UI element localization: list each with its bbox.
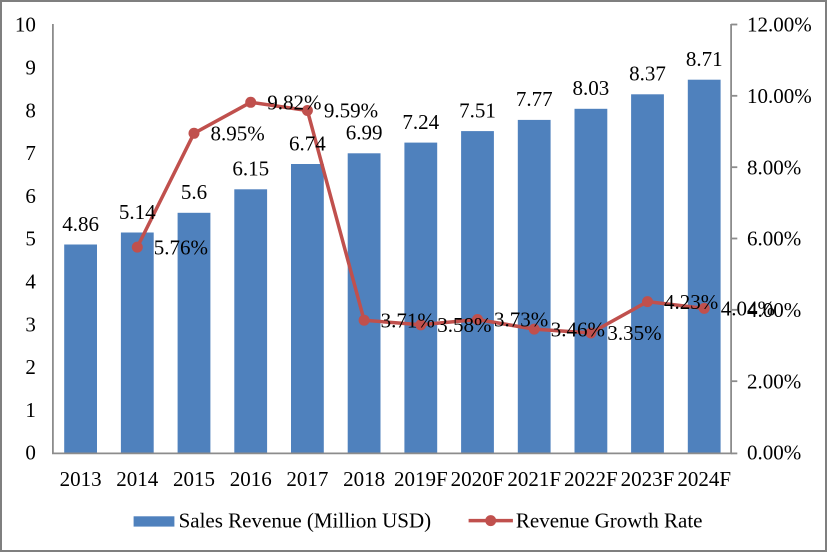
svg-text:8: 8 (25, 98, 36, 122)
svg-text:5: 5 (25, 227, 36, 251)
svg-text:3.71%: 3.71% (381, 308, 435, 332)
svg-text:2020F: 2020F (451, 467, 505, 491)
svg-text:3: 3 (25, 312, 36, 336)
svg-text:2017: 2017 (286, 467, 328, 491)
svg-text:2023F: 2023F (621, 467, 675, 491)
svg-text:Sales Revenue (Million USD): Sales Revenue (Million USD) (179, 509, 432, 533)
svg-text:2022F: 2022F (564, 467, 618, 491)
svg-text:5.76%: 5.76% (154, 235, 208, 259)
svg-text:9.82%: 9.82% (267, 91, 321, 115)
svg-text:Revenue Growth Rate: Revenue Growth Rate (516, 509, 703, 533)
svg-text:8.71: 8.71 (686, 47, 723, 71)
svg-text:6: 6 (25, 184, 36, 208)
svg-text:4.04%: 4.04% (721, 297, 775, 321)
svg-text:3.73%: 3.73% (494, 308, 548, 332)
svg-text:8.00%: 8.00% (747, 155, 801, 179)
svg-text:4.00%: 4.00% (747, 298, 801, 322)
svg-text:3.58%: 3.58% (437, 313, 491, 337)
svg-text:2016: 2016 (230, 467, 272, 491)
svg-text:7.24: 7.24 (402, 110, 439, 134)
svg-text:7.51: 7.51 (459, 98, 496, 122)
svg-text:2019F: 2019F (394, 467, 448, 491)
svg-text:7.77: 7.77 (516, 87, 553, 111)
svg-text:3.46%: 3.46% (551, 317, 605, 341)
svg-text:8.37: 8.37 (629, 62, 666, 86)
svg-text:2021F: 2021F (507, 467, 561, 491)
svg-text:5.6: 5.6 (181, 180, 207, 204)
svg-text:0: 0 (25, 441, 36, 465)
svg-text:1: 1 (25, 398, 36, 422)
svg-text:6.00%: 6.00% (747, 227, 801, 251)
svg-text:12.00%: 12.00% (747, 13, 812, 37)
svg-text:3.35%: 3.35% (607, 321, 661, 345)
svg-text:8.03: 8.03 (573, 76, 610, 100)
svg-text:2013: 2013 (60, 467, 102, 491)
svg-text:6.99: 6.99 (346, 121, 383, 145)
svg-text:8.95%: 8.95% (211, 122, 265, 146)
svg-text:2: 2 (25, 355, 36, 379)
svg-text:4.86: 4.86 (62, 212, 99, 236)
svg-text:2015: 2015 (173, 467, 215, 491)
svg-text:0.00%: 0.00% (747, 441, 801, 465)
svg-text:5.14: 5.14 (119, 200, 156, 224)
svg-text:4.23%: 4.23% (664, 290, 718, 314)
svg-text:6.15: 6.15 (232, 157, 269, 181)
svg-text:2024F: 2024F (677, 467, 731, 491)
svg-text:10.00%: 10.00% (747, 84, 812, 108)
svg-text:9: 9 (25, 56, 36, 80)
svg-text:9.59%: 9.59% (324, 99, 378, 123)
svg-text:10: 10 (15, 13, 36, 37)
svg-text:4: 4 (25, 270, 36, 294)
svg-text:2014: 2014 (116, 467, 159, 491)
svg-text:2.00%: 2.00% (747, 369, 801, 393)
svg-text:7: 7 (25, 141, 36, 165)
svg-text:6.74: 6.74 (289, 131, 326, 155)
svg-text:2018: 2018 (343, 467, 385, 491)
